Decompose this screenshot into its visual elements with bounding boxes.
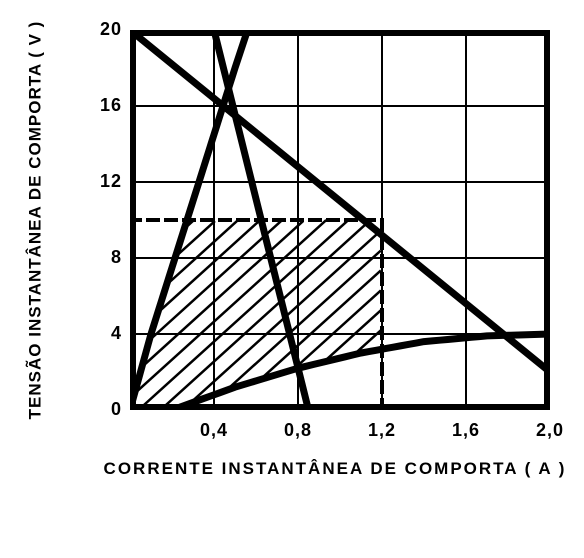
y-tick: 16 bbox=[84, 95, 122, 116]
x-axis-label: CORRENTE INSTANTÂNEA DE COMPORTA ( A ) bbox=[100, 458, 570, 479]
x-tick: 0,8 bbox=[278, 420, 318, 441]
y-axis-label-text: TENSÃO INSTANTÂNEA DE COMPORTA ( V ) bbox=[25, 21, 45, 420]
y-tick: 12 bbox=[84, 171, 122, 192]
y-axis-label: TENSÃO INSTANTÂNEA DE COMPORTA ( V ) bbox=[0, 30, 70, 410]
x-tick: 1,6 bbox=[446, 420, 486, 441]
y-tick: 0 bbox=[84, 399, 122, 420]
x-tick: 2,0 bbox=[530, 420, 570, 441]
x-tick: 1,2 bbox=[362, 420, 402, 441]
y-tick: 8 bbox=[84, 247, 122, 268]
gate-characteristic-chart: TENSÃO INSTANTÂNEA DE COMPORTA ( V ) COR… bbox=[0, 0, 584, 558]
x-tick: 0,4 bbox=[194, 420, 234, 441]
y-tick: 20 bbox=[84, 19, 122, 40]
plot-area bbox=[130, 30, 550, 410]
y-tick: 4 bbox=[84, 323, 122, 344]
